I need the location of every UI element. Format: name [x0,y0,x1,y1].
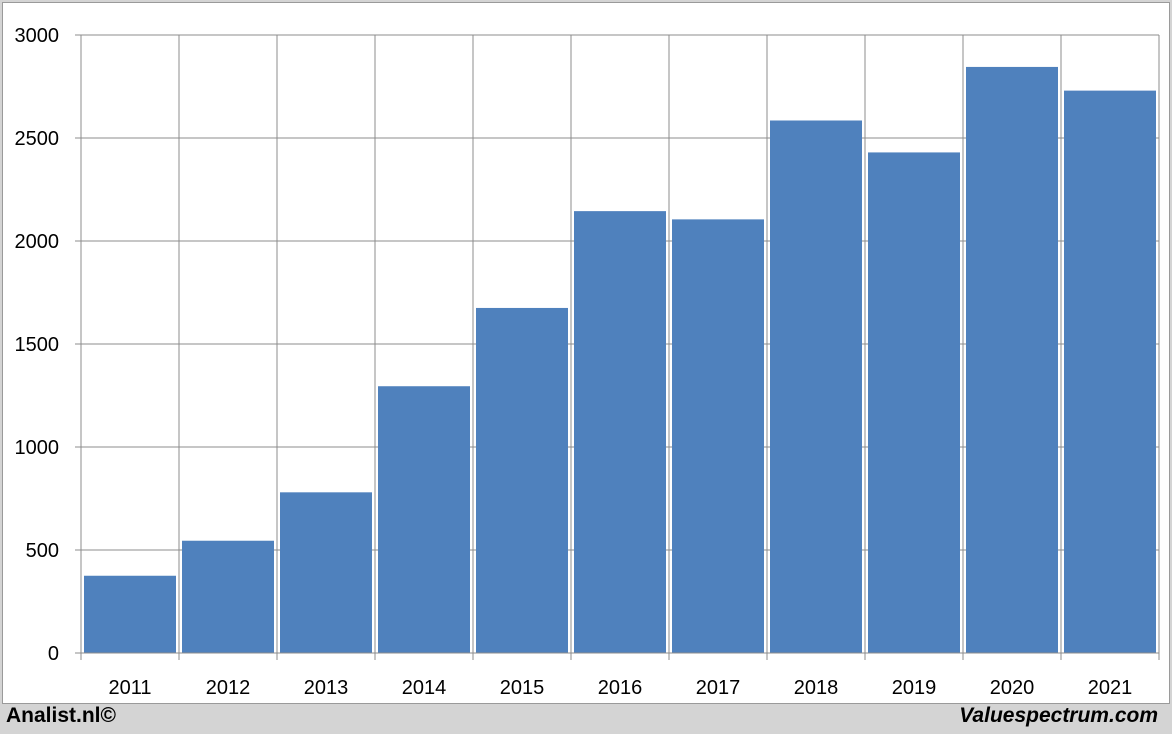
chart-frame: 0 500 1000 1500 2000 2500 3000 2011 2012 2013 2014… [2,2,1170,704]
y-tick-label: 1000 [15,437,60,459]
source-credit-right: Valuespectrum.com [959,704,1158,727]
x-tick-label: 2013 [304,677,349,699]
y-tick-label: 2500 [15,128,60,150]
source-credit-left: Analist.nl© [6,704,116,727]
y-tick-label: 500 [26,540,59,562]
bar-2017 [672,219,764,653]
bar-2019 [868,152,960,654]
x-tick-label: 2012 [206,677,251,699]
x-tick-label: 2011 [108,677,151,699]
y-tick-label: 0 [48,643,59,665]
x-tick-label: 2018 [794,677,839,699]
axes [75,34,1160,660]
x-tick-label: 2021 [1088,677,1133,699]
bars [84,66,1156,654]
bar-2012 [182,540,274,653]
x-tick-label: 2017 [696,677,741,699]
x-tick-label: 2019 [892,677,937,699]
bar-2013 [280,492,372,653]
y-tick-label: 3000 [15,25,60,47]
x-tick-label: 2016 [598,677,643,699]
tick-labels: 0 500 1000 1500 2000 2500 3000 2011 2012 2013 2014… [15,25,1133,699]
y-tick-label: 1500 [15,334,60,356]
bar-2020 [966,66,1058,654]
x-tick-label: 2020 [990,677,1035,699]
bar-2018 [770,120,862,654]
bar-2014 [378,386,470,653]
bar-2011 [84,575,176,653]
bar-2015 [476,307,568,653]
y-tick-label: 2000 [15,231,60,253]
x-tick-label: 2014 [402,677,447,699]
bar-2021 [1064,90,1156,654]
bar-2016 [574,211,666,653]
x-tick-label: 2015 [500,677,545,699]
bar-chart: 0 500 1000 1500 2000 2500 3000 2011 2012 2013 2014… [15,25,1160,699]
